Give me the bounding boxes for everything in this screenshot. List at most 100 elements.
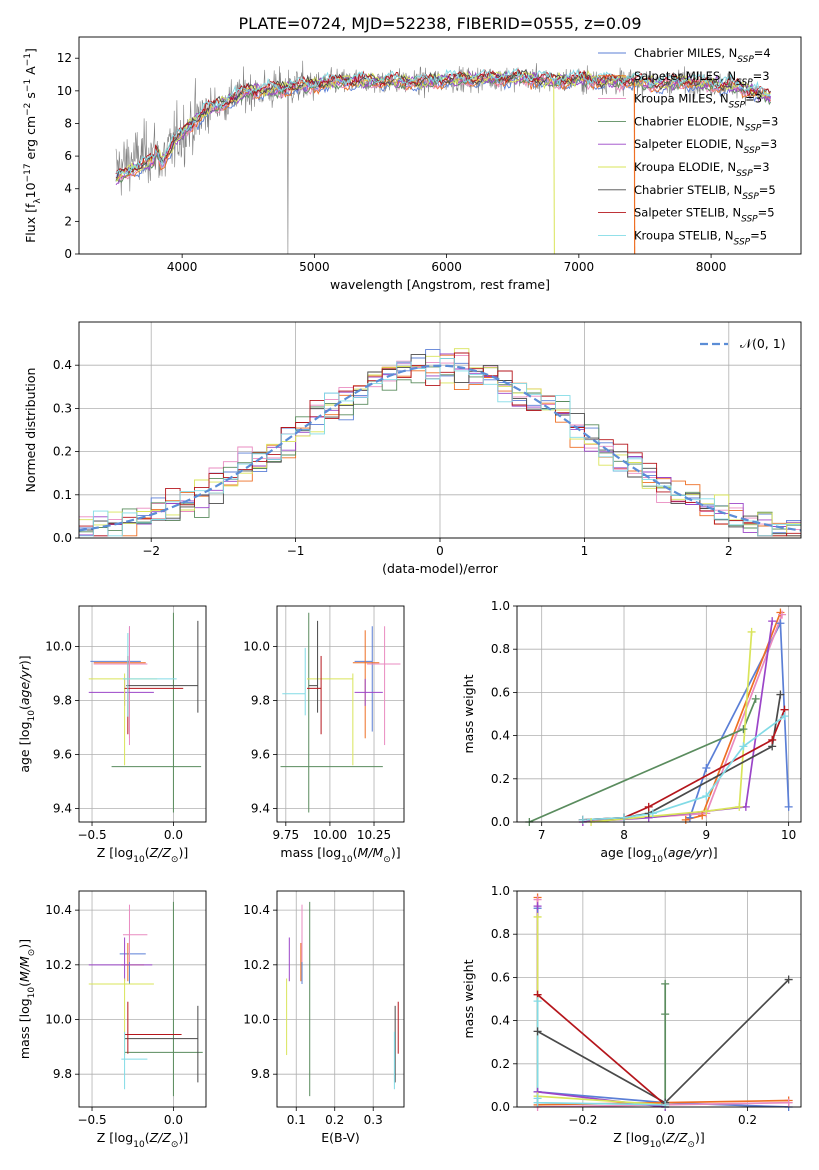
- label-part: Kroupa ELODIE, N: [634, 160, 736, 174]
- x-tick-label: 9: [703, 828, 711, 842]
- label-part: =3: [760, 137, 777, 151]
- axes-frame: [78, 605, 207, 823]
- x-tick-label: 0.2: [738, 1113, 757, 1127]
- label-part: )]: [695, 1130, 705, 1145]
- point-marker-chabrier_stelib: [784, 975, 793, 984]
- label-part: =3: [753, 69, 770, 83]
- point-marker-salpeter_elodie: [533, 902, 542, 911]
- x-tick-label: −1: [287, 544, 305, 558]
- plot-area: [115, 60, 772, 254]
- x-tick-label: 0.0: [164, 1113, 183, 1127]
- figure-title: PLATE=0724, MJD=52238, FIBERID=0555, z=0…: [238, 14, 641, 33]
- y-axis-label: mass weight: [461, 959, 476, 1038]
- legend-label-chabrier_elodie: Chabrier ELODIE, NSSP=3: [634, 114, 778, 133]
- y-tick-label: 0: [64, 247, 72, 261]
- x-axis-label: (data-model)/error: [382, 561, 499, 576]
- x-tick-label: −0.5: [77, 1113, 106, 1127]
- label-part: )]: [17, 655, 32, 665]
- y-tick-label: 9.6: [251, 748, 270, 762]
- point-marker-chabrier_miles: [685, 813, 694, 822]
- label-part: Z [log: [97, 845, 133, 860]
- y-tick-label: 4: [64, 182, 72, 196]
- y-tick-label: 10.0: [243, 640, 270, 654]
- point-marker-salpeter_miles: [698, 811, 707, 820]
- label-part: age [log: [600, 845, 651, 860]
- label-part: mass weight: [461, 959, 476, 1038]
- label-part: age/yr: [668, 845, 709, 860]
- axes-mass_vs_Z: −0.5 0.09.810.010.210.4Z [log10(Z/Z⊙)]mas…: [17, 890, 207, 1150]
- label-part: (: [663, 845, 668, 860]
- model-spectrum-kroupa_stelib: [115, 67, 771, 175]
- axes-frame: [276, 890, 405, 1108]
- label-part: ⊙: [27, 949, 37, 957]
- axes-frame: [78, 321, 802, 539]
- label-part: mass [log: [17, 998, 32, 1059]
- x-tick-label: 7: [538, 828, 546, 842]
- axes-spectrum: 4000 5000 6000 7000 8000 0 2 4 6 8 10 12 wavelength …: [23, 36, 802, 292]
- label-part: )]: [178, 845, 188, 860]
- y-tick-label: 0.6: [491, 685, 510, 699]
- x-tick-label: 10.25: [357, 828, 391, 842]
- label-part: =4: [754, 46, 771, 60]
- axes-frame: [276, 605, 405, 823]
- x-tick-label: −0.5: [77, 828, 106, 842]
- x-tick-label: 9.75: [272, 828, 299, 842]
- label-part: −1: [23, 53, 33, 66]
- label-part: (: [17, 982, 32, 987]
- axes-mass_vs_ebv: 0.1 0.2 0.3 9.8 10.0 10.2 10.4 E(B-V): [243, 890, 405, 1145]
- label-part: =3: [753, 160, 770, 174]
- point-marker-kroupa_miles: [778, 610, 787, 619]
- label-part: Z/Z: [149, 845, 172, 860]
- label-part: Z/Z: [665, 1130, 688, 1145]
- y-tick-label: 10.4: [45, 903, 72, 917]
- label-part: Salpeter STELIB, N: [634, 206, 741, 220]
- point-marker-chabrier_elodie: [751, 694, 760, 703]
- x-axis-label: Z [log10(Z/Z⊙)]: [97, 1130, 188, 1150]
- axes-residuals: −2 −1 0 1 2 0.0 0.1 0.2 0.3 0.4 (data-model)/error…: [23, 321, 802, 576]
- label-part: (: [661, 1130, 666, 1145]
- point-marker-chabrier_miles: [784, 802, 793, 811]
- y-tick-label: 6: [64, 149, 72, 163]
- legend-label-kroupa_elodie: Kroupa ELODIE, NSSP=3: [634, 160, 770, 179]
- legend-label-chabrier_miles: Chabrier MILES, NSSP=4: [634, 46, 771, 65]
- label-part: ⊙: [383, 855, 391, 865]
- point-marker-chabrier_stelib: [533, 1027, 542, 1036]
- mass-weight-line-chabrier_miles: [536, 908, 789, 1107]
- legend-label-kroupa_miles: Kroupa MILES, NSSP=3: [634, 92, 762, 111]
- label-part: ⊙: [171, 855, 179, 865]
- point-marker-kroupa_elodie: [702, 807, 711, 816]
- point-marker-salpeter_stelib: [644, 802, 653, 811]
- label-part: SSP: [736, 78, 753, 88]
- kroupa-elodie-drop: [553, 81, 555, 254]
- y-tick-label: 0.2: [53, 445, 72, 459]
- point-marker-kroupa_miles: [784, 1098, 793, 1107]
- y-tick-label: 9.8: [251, 1067, 270, 1081]
- label-part: A: [23, 66, 38, 79]
- point-marker-kroupa_elodie: [735, 802, 744, 811]
- model-spectrum-salpeter_stelib: [115, 68, 771, 175]
- mass-weight-line-salpeter_miles: [536, 897, 789, 1106]
- label-part: 10: [133, 1140, 145, 1150]
- axes-frame: [516, 605, 802, 823]
- y-tick-label: 12: [57, 51, 72, 65]
- residual-histogram-salpeter_stelib: [79, 352, 801, 537]
- point-marker-chabrier_elodie: [661, 979, 670, 988]
- x-axis-label: wavelength [Angstrom, rest frame]: [330, 277, 550, 292]
- point-marker-salpeter_elodie: [768, 617, 777, 626]
- point-marker-kroupa_stelib: [739, 742, 748, 751]
- plot-area: [79, 348, 801, 537]
- label-part: =5: [759, 183, 776, 197]
- y-tick-label: 10.0: [45, 1013, 72, 1027]
- mass-weight-line-kroupa_miles: [536, 899, 789, 1107]
- y-tick-label: 0.8: [491, 927, 510, 941]
- label-part: (: [145, 845, 150, 860]
- label-part: SSP: [737, 55, 754, 65]
- y-tick-label: 0.0: [53, 531, 72, 545]
- mass-weight-line-kroupa_miles: [582, 614, 783, 822]
- label-part: wavelength [Angstrom, rest frame]: [330, 277, 550, 292]
- point-marker-kroupa_stelib: [661, 1100, 670, 1109]
- point-marker-kroupa_elodie: [533, 912, 542, 921]
- label-part: SSP: [734, 237, 751, 247]
